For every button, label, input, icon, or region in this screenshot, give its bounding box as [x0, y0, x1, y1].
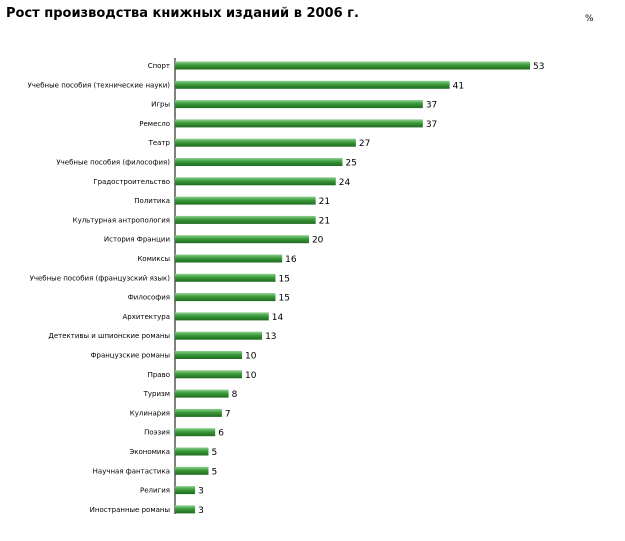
- value-label: 21: [319, 197, 330, 207]
- bar: [175, 331, 263, 340]
- value-label: 20: [312, 236, 324, 246]
- bar: [175, 505, 196, 514]
- value-label: 3: [198, 487, 204, 497]
- category-label: Театр: [148, 139, 171, 147]
- value-label: 25: [345, 159, 356, 169]
- category-label: Комиксы: [137, 255, 170, 263]
- category-label: Французские романы: [90, 352, 170, 360]
- bar: [175, 158, 343, 166]
- value-label: 15: [278, 274, 289, 284]
- unit-label: %: [585, 14, 594, 24]
- bar: [175, 80, 450, 89]
- bar: [175, 235, 309, 244]
- category-label: Экономика: [129, 448, 170, 456]
- category-label: Спорт: [148, 62, 170, 70]
- bar: [175, 428, 216, 437]
- bar: [175, 408, 222, 417]
- bar: [175, 370, 242, 379]
- value-label: 37: [426, 101, 437, 111]
- value-label: 53: [533, 62, 544, 72]
- bar: [175, 273, 276, 282]
- category-label: Иностранные романы: [90, 506, 170, 514]
- category-label: История Франции: [104, 236, 170, 244]
- bar: [175, 447, 209, 456]
- value-label: 5: [211, 467, 217, 477]
- value-label: 10: [245, 352, 257, 362]
- bar: [175, 138, 356, 147]
- value-label: 8: [232, 390, 238, 400]
- value-label: 21: [319, 216, 330, 226]
- category-label: Учебные пособия (французский язык): [30, 274, 171, 282]
- category-label: Поэзия: [144, 429, 170, 437]
- bar: [175, 486, 196, 495]
- value-label: 27: [359, 139, 370, 149]
- bar: [175, 351, 242, 359]
- bar: [175, 100, 423, 109]
- category-label: Культурная антропология: [73, 216, 170, 224]
- bar: [175, 254, 283, 263]
- category-label: Градостроительство: [93, 178, 170, 186]
- category-label: Детективы и шпионские романы: [48, 332, 170, 340]
- chart-title: Рост производства книжных изданий в 2006…: [6, 6, 359, 21]
- bar: [175, 119, 423, 128]
- value-label: 7: [225, 409, 231, 419]
- bar: [175, 466, 209, 475]
- bar: [175, 293, 276, 302]
- bar: [175, 389, 229, 398]
- category-label: Религия: [140, 487, 170, 495]
- category-label: Научная фантастика: [93, 467, 170, 475]
- category-label: Туризм: [143, 390, 170, 398]
- value-label: 16: [285, 255, 297, 265]
- value-label: 24: [339, 178, 351, 188]
- value-label: 5: [211, 448, 217, 458]
- value-label: 14: [272, 313, 284, 323]
- value-label: 6: [218, 429, 224, 439]
- category-label: Ремесло: [139, 120, 170, 128]
- bar: [175, 196, 316, 205]
- value-label: 41: [453, 81, 464, 91]
- value-label: 13: [265, 332, 276, 342]
- category-label: Кулинария: [130, 409, 170, 417]
- value-label: 37: [426, 120, 437, 130]
- value-label: 15: [278, 294, 289, 304]
- bar: [175, 215, 316, 224]
- bar: [175, 61, 530, 70]
- category-label: Политика: [134, 197, 170, 205]
- category-label: Право: [148, 371, 170, 379]
- category-label: Учебные пособия (философия): [56, 159, 170, 167]
- category-label: Философия: [128, 294, 170, 302]
- value-label: 3: [198, 506, 204, 516]
- bar: [175, 177, 336, 186]
- value-label: 10: [245, 371, 257, 381]
- category-label: Учебные пособия (технические науки): [28, 81, 171, 89]
- bar: [175, 312, 269, 321]
- category-label: Архитектура: [123, 313, 171, 321]
- category-label: Игры: [151, 101, 170, 109]
